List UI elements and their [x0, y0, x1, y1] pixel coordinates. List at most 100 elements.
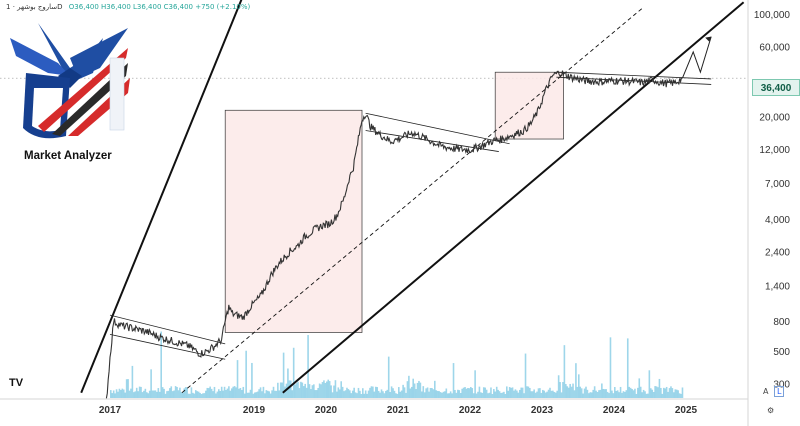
volume-bar — [282, 352, 285, 398]
volume-bar — [457, 389, 459, 398]
y-tick-label: 7,000 — [765, 179, 790, 190]
volume-bar — [395, 393, 397, 398]
volume-bar — [356, 393, 358, 398]
volume-bar — [290, 380, 292, 398]
volume-bar — [510, 387, 512, 398]
volume-bar — [295, 383, 298, 398]
volume-bar — [189, 393, 191, 398]
volume-bar — [485, 389, 488, 398]
volume-bar — [419, 382, 422, 398]
volume-bar — [268, 391, 270, 398]
volume-bar — [353, 387, 355, 398]
volume-bar — [220, 386, 223, 398]
y-tick-label: 12,000 — [759, 145, 790, 156]
volume-bar — [199, 392, 201, 398]
volume-bar — [213, 386, 216, 398]
volume-bar — [634, 388, 636, 398]
volume-bar — [327, 379, 330, 398]
volume-bar — [593, 386, 596, 398]
volume-bar — [389, 392, 391, 398]
volume-bar — [255, 392, 258, 398]
volume-bar — [530, 391, 533, 398]
volume-bar — [305, 387, 308, 398]
volume-bar — [200, 393, 203, 398]
volume-bar — [573, 390, 576, 398]
volume-bar — [347, 389, 350, 398]
volume-bar — [350, 393, 353, 398]
volume-bar — [266, 390, 269, 398]
volume-bar — [128, 390, 131, 398]
volume-bar — [550, 390, 553, 398]
volume-bar — [410, 386, 413, 398]
volume-bar — [487, 393, 489, 398]
log-scale-button[interactable]: L — [774, 386, 785, 397]
volume-bar — [621, 392, 623, 398]
volume-bar — [337, 387, 340, 398]
volume-bar — [386, 389, 389, 398]
volume-bar — [272, 386, 275, 398]
volume-bar — [570, 386, 573, 398]
volume-bar — [544, 392, 547, 398]
volume-bar — [675, 389, 678, 398]
volume-bar — [177, 390, 180, 398]
volume-bar — [506, 386, 508, 398]
channel-layer — [80, 0, 745, 394]
x-tick-label: 2024 — [603, 405, 626, 416]
volume-bar — [605, 389, 607, 398]
volume-bar — [517, 392, 520, 398]
pattern-line — [109, 334, 226, 360]
volume-bar — [415, 389, 417, 398]
volume-bar — [518, 389, 521, 398]
volume-bar — [294, 384, 296, 398]
volume-bar — [114, 393, 116, 398]
volume-bar — [501, 392, 504, 398]
volume-bar — [166, 391, 168, 398]
volume-bar — [357, 387, 360, 398]
volume-bar — [334, 380, 337, 398]
volume-bar — [628, 386, 630, 398]
volume-bar — [547, 389, 550, 398]
volume-bar — [465, 388, 468, 398]
volume-bar — [579, 386, 582, 398]
symbol-label: ساروج بوشهر · 1D — [6, 3, 63, 11]
volume-bar — [330, 385, 332, 398]
volume-bar — [184, 387, 187, 398]
brand-name: Market Analyzer — [24, 150, 112, 162]
volume-bar — [254, 392, 256, 398]
volume-bar — [557, 375, 560, 398]
volume-bar — [291, 390, 294, 398]
volume-bar — [625, 390, 628, 398]
volume-bar — [484, 387, 486, 398]
y-tick-label: 20,000 — [759, 112, 790, 123]
volume-bar — [546, 391, 548, 398]
volume-bar — [131, 365, 134, 398]
volume-bar — [380, 389, 383, 398]
volume-bar — [588, 393, 590, 398]
settings-icon[interactable]: ⚙ — [767, 406, 775, 415]
volume-bar — [647, 393, 649, 398]
volume-bar — [534, 392, 537, 398]
volume-bar — [608, 393, 610, 398]
price-line — [105, 70, 683, 399]
volume-bar — [516, 390, 518, 398]
volume-bar — [278, 390, 281, 398]
tradingview-logo: TV — [9, 377, 24, 389]
volume-bar — [543, 390, 546, 398]
volume-bar — [651, 389, 654, 398]
volume-bar — [565, 384, 567, 398]
volume-bar — [537, 388, 540, 398]
volume-bar — [251, 362, 253, 398]
projection-line — [681, 36, 712, 79]
volume-bar — [435, 390, 438, 398]
volume-bar — [179, 387, 181, 398]
volume-bar — [336, 391, 338, 398]
volume-bar — [186, 387, 188, 398]
volume-bar — [370, 386, 373, 398]
auto-scale-button[interactable]: A — [763, 387, 769, 396]
volume-bar — [236, 360, 239, 398]
volume-bar — [432, 389, 435, 398]
volume-bar — [580, 388, 583, 398]
volume-bar — [667, 391, 669, 398]
